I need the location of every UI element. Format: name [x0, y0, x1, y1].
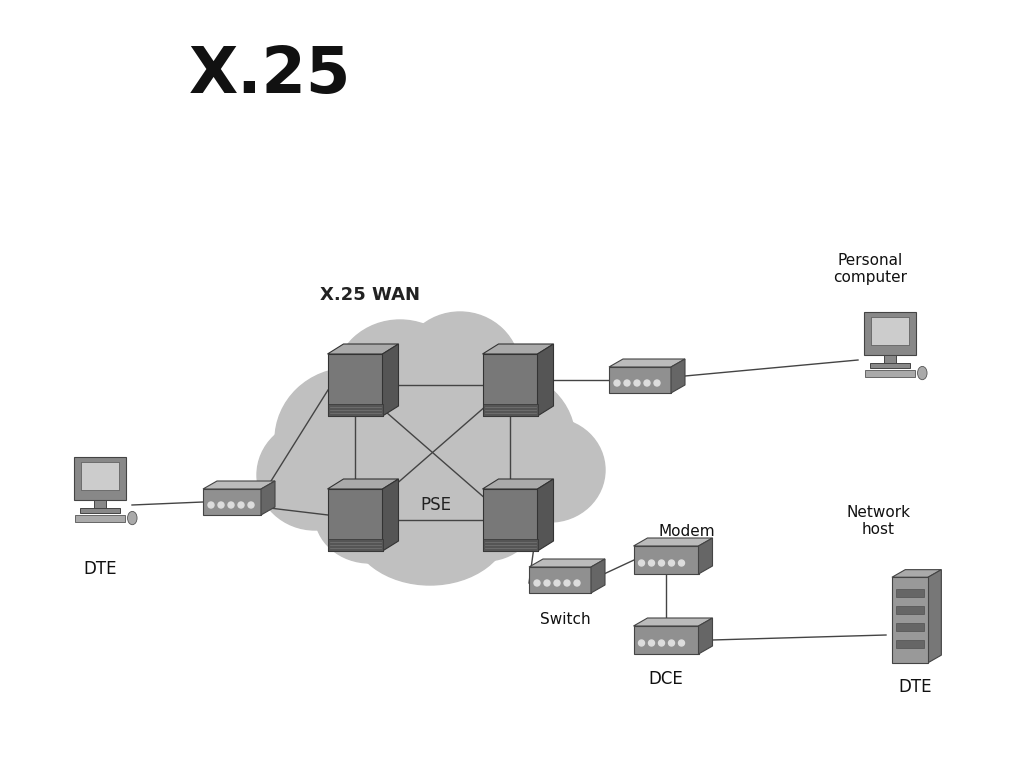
Circle shape — [639, 640, 644, 646]
Ellipse shape — [128, 511, 137, 525]
Polygon shape — [482, 538, 538, 551]
Circle shape — [648, 560, 654, 566]
Polygon shape — [482, 479, 554, 489]
Polygon shape — [383, 344, 398, 416]
Polygon shape — [634, 546, 698, 574]
Polygon shape — [591, 559, 605, 593]
Polygon shape — [864, 313, 916, 355]
Circle shape — [658, 560, 665, 566]
Text: DCE: DCE — [648, 670, 683, 688]
Ellipse shape — [918, 366, 927, 379]
Ellipse shape — [495, 418, 605, 522]
Ellipse shape — [275, 368, 425, 512]
Polygon shape — [885, 355, 896, 362]
Polygon shape — [870, 362, 910, 369]
Polygon shape — [482, 489, 538, 551]
Ellipse shape — [435, 372, 575, 508]
Polygon shape — [871, 317, 909, 345]
Ellipse shape — [433, 469, 537, 561]
Ellipse shape — [350, 465, 510, 585]
Polygon shape — [698, 618, 713, 654]
Polygon shape — [529, 559, 605, 567]
Polygon shape — [203, 489, 261, 515]
Circle shape — [238, 502, 244, 508]
Text: Personal
computer: Personal computer — [833, 253, 907, 286]
Polygon shape — [482, 404, 538, 416]
Polygon shape — [865, 370, 914, 377]
Polygon shape — [634, 538, 713, 546]
Circle shape — [208, 502, 214, 508]
Polygon shape — [81, 462, 119, 490]
Text: PSE: PSE — [420, 496, 451, 514]
Circle shape — [544, 580, 550, 586]
Polygon shape — [383, 479, 398, 551]
Polygon shape — [74, 457, 126, 500]
Ellipse shape — [315, 467, 425, 563]
Circle shape — [648, 640, 654, 646]
Polygon shape — [203, 481, 275, 489]
Circle shape — [564, 580, 570, 586]
Polygon shape — [892, 570, 941, 578]
Polygon shape — [538, 479, 554, 551]
Polygon shape — [671, 359, 685, 393]
Polygon shape — [609, 359, 685, 367]
Polygon shape — [896, 623, 924, 631]
Polygon shape — [328, 489, 383, 551]
Circle shape — [639, 560, 644, 566]
Circle shape — [679, 640, 684, 646]
Circle shape — [669, 560, 675, 566]
Polygon shape — [328, 479, 398, 489]
Text: DTE: DTE — [898, 678, 932, 696]
Polygon shape — [328, 404, 383, 416]
Polygon shape — [529, 567, 591, 593]
Ellipse shape — [257, 420, 373, 530]
Polygon shape — [896, 640, 924, 648]
Circle shape — [554, 580, 560, 586]
Polygon shape — [261, 481, 275, 515]
Polygon shape — [698, 538, 713, 574]
Polygon shape — [482, 354, 538, 416]
Ellipse shape — [335, 320, 465, 440]
Polygon shape — [896, 606, 924, 614]
Polygon shape — [609, 367, 671, 393]
Circle shape — [679, 560, 684, 566]
Circle shape — [614, 380, 620, 386]
Polygon shape — [80, 508, 120, 513]
Circle shape — [654, 380, 660, 386]
Ellipse shape — [325, 370, 535, 550]
Text: DTE: DTE — [83, 560, 117, 578]
Polygon shape — [538, 344, 554, 416]
Circle shape — [644, 380, 650, 386]
Circle shape — [228, 502, 234, 508]
Circle shape — [574, 580, 580, 586]
Polygon shape — [892, 578, 928, 663]
Polygon shape — [76, 515, 125, 521]
Ellipse shape — [400, 312, 520, 428]
Circle shape — [218, 502, 224, 508]
Text: Modem: Modem — [658, 525, 715, 539]
Circle shape — [634, 380, 640, 386]
Text: Network
host: Network host — [846, 505, 910, 538]
Polygon shape — [896, 588, 924, 598]
Polygon shape — [328, 344, 398, 354]
Polygon shape — [928, 570, 941, 663]
Text: X.25 WAN: X.25 WAN — [319, 286, 420, 304]
Circle shape — [248, 502, 254, 508]
Polygon shape — [634, 618, 713, 626]
Polygon shape — [328, 538, 383, 551]
Text: X.25: X.25 — [188, 44, 351, 106]
Circle shape — [534, 580, 540, 586]
Polygon shape — [328, 354, 383, 416]
Circle shape — [658, 640, 665, 646]
Polygon shape — [94, 500, 105, 508]
Text: Switch: Switch — [540, 612, 590, 627]
Polygon shape — [634, 626, 698, 654]
Polygon shape — [482, 344, 554, 354]
Circle shape — [669, 640, 675, 646]
Circle shape — [624, 380, 630, 386]
